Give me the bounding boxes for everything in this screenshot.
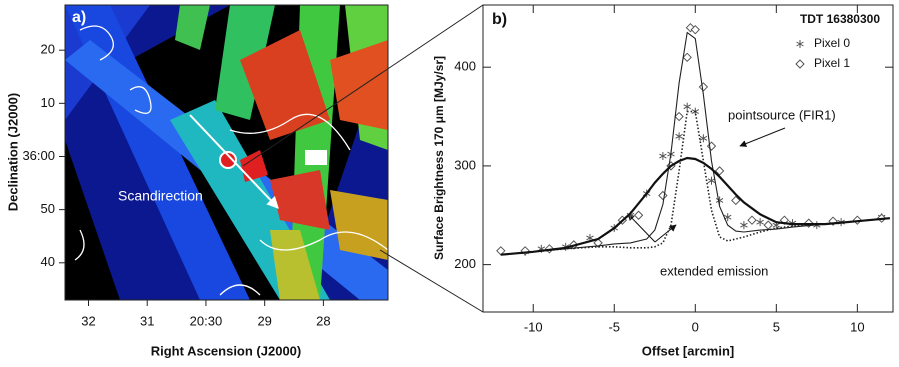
y-tick-label: 400 — [454, 59, 476, 74]
x-tick-label: 29 — [257, 313, 271, 328]
legend-label: Pixel 0 — [814, 36, 850, 50]
y-tick-label: 20 — [41, 42, 55, 57]
diamond-shape — [747, 215, 757, 225]
asterisk-stroke — [772, 222, 781, 228]
curve — [500, 156, 890, 256]
annotation: Scandirection — [118, 188, 203, 204]
asterisk-stroke — [740, 222, 748, 228]
asterisk-stroke — [715, 198, 724, 203]
annotation-arrow — [739, 127, 786, 147]
x-tick-label: 31 — [140, 313, 154, 328]
asterisk-stroke — [756, 219, 764, 225]
zoom-line — [242, 4, 484, 167]
diamond-shape — [682, 52, 692, 63]
diamond-marker — [658, 190, 668, 201]
y-axis-label: Declination (J2000) — [5, 93, 20, 212]
diamond-marker — [747, 215, 757, 225]
asterisk-stroke — [683, 104, 691, 110]
annotation-arrow — [627, 213, 656, 243]
x-tick-label: 0 — [692, 319, 699, 334]
diamond-shape — [714, 166, 725, 176]
x-tick-label: 32 — [81, 313, 95, 328]
diamond-marker — [698, 82, 709, 92]
asterisk-marker — [699, 134, 708, 143]
x-tick-label: 5 — [773, 319, 780, 334]
diamond-shape — [633, 210, 644, 220]
diamond-marker — [690, 24, 700, 35]
diamond-marker — [682, 52, 692, 63]
asterisk-stroke — [659, 153, 667, 159]
diamond-shape — [731, 195, 741, 206]
x-tick-label: 28 — [316, 313, 330, 328]
x-axis-label: Right Ascension (J2000) — [151, 343, 302, 358]
x-axis-label: Offset [arcmin] — [642, 343, 734, 358]
diamond-shape — [795, 59, 805, 69]
zoom-line — [379, 249, 484, 313]
annotation: pointsource (FIR1) — [728, 107, 836, 122]
curve — [500, 110, 890, 256]
diamond-shape — [593, 238, 603, 248]
asterisk-marker — [659, 152, 667, 161]
y-tick-label: 36:00 — [22, 148, 55, 163]
diamond-marker — [731, 195, 741, 206]
diamond-marker — [763, 220, 773, 230]
asterisk-marker — [796, 40, 804, 48]
asterisk-stroke — [796, 41, 804, 47]
diamond-marker — [706, 141, 717, 151]
asterisk-marker — [756, 218, 764, 227]
x-tick-label: -5 — [608, 319, 620, 334]
asterisk-marker — [740, 221, 748, 230]
panel-label: a) — [72, 9, 86, 26]
annotation-arrow — [654, 224, 677, 243]
plot-frame — [482, 4, 894, 313]
asterisk-stroke — [699, 135, 708, 141]
y-tick-label: 10 — [41, 95, 55, 110]
y-tick-label: 50 — [41, 201, 55, 216]
y-axis-label: Surface Brightness 170 μm [MJy/sr] — [432, 56, 446, 260]
legend-label: Pixel 1 — [814, 56, 850, 70]
legend-title: TDT 16380300 — [800, 12, 880, 26]
y-tick-label: 40 — [41, 254, 55, 269]
asterisk-stroke — [707, 178, 716, 184]
diamond-shape — [763, 220, 773, 230]
y-tick-label: 200 — [454, 256, 476, 271]
y-tick-label: 300 — [454, 157, 476, 172]
asterisk-marker — [715, 196, 724, 205]
annotation: extended emission — [660, 263, 768, 278]
diamond-shape — [674, 111, 684, 122]
curve — [500, 31, 890, 256]
diamond-marker — [593, 238, 603, 248]
x-tick-label: 20:30 — [190, 313, 223, 328]
asterisk-marker — [675, 132, 683, 141]
map-image — [65, 5, 388, 300]
asterisk-stroke — [675, 133, 683, 139]
diamond-marker — [714, 166, 725, 176]
x-tick-label: 10 — [850, 319, 864, 334]
asterisk-marker — [707, 176, 716, 185]
panel-label: b) — [492, 11, 507, 28]
x-tick-label: -10 — [524, 319, 543, 334]
asterisk-stroke — [586, 235, 594, 241]
diamond-shape — [706, 141, 717, 151]
asterisk-marker — [683, 102, 691, 111]
diamond-marker — [633, 210, 644, 220]
diamond-shape — [690, 24, 700, 35]
diamond-shape — [698, 82, 709, 92]
diamond-marker — [795, 59, 805, 69]
diamond-marker — [674, 111, 684, 122]
diamond-shape — [658, 190, 668, 201]
map-frame — [64, 4, 389, 301]
